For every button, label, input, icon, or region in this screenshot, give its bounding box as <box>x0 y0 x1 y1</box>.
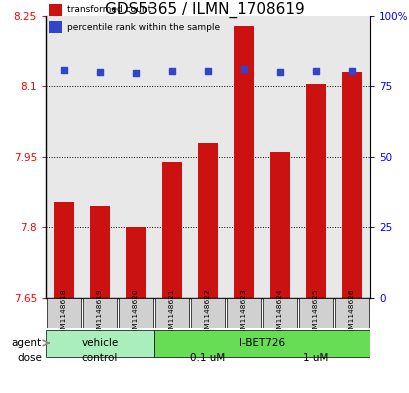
Text: GSM1148621: GSM1148621 <box>169 288 175 338</box>
Text: I-BET726: I-BET726 <box>238 338 284 348</box>
Text: vehicle: vehicle <box>81 338 118 348</box>
Point <box>276 69 283 75</box>
Bar <box>90 206 110 298</box>
Point <box>133 70 139 77</box>
Text: GSM1148624: GSM1148624 <box>276 288 282 338</box>
Text: 0.1 uM: 0.1 uM <box>190 353 225 363</box>
Bar <box>126 228 146 298</box>
Point <box>240 66 247 72</box>
Text: GSM1148622: GSM1148622 <box>204 288 211 338</box>
Bar <box>154 298 189 328</box>
Point <box>348 68 355 74</box>
Text: GSM1148623: GSM1148623 <box>240 288 246 338</box>
Text: agent: agent <box>12 338 42 348</box>
Point <box>312 67 319 73</box>
Bar <box>47 298 81 328</box>
Text: 1 uM: 1 uM <box>303 353 328 363</box>
Text: GSM1148625: GSM1148625 <box>312 288 318 338</box>
Point <box>169 68 175 74</box>
Text: GSM1148620: GSM1148620 <box>133 288 139 338</box>
Bar <box>341 72 361 298</box>
Point <box>97 69 103 75</box>
Bar <box>49 4 62 16</box>
Bar <box>198 143 217 298</box>
Bar <box>334 298 369 328</box>
Point <box>204 68 211 75</box>
Bar <box>234 26 253 298</box>
Bar <box>46 329 154 356</box>
Bar <box>54 202 74 298</box>
Bar <box>270 152 289 298</box>
Text: GDS5365 / ILMN_1708619: GDS5365 / ILMN_1708619 <box>105 2 304 18</box>
Point <box>61 67 67 73</box>
Bar <box>119 298 153 328</box>
Bar <box>83 298 117 328</box>
Text: GSM1148626: GSM1148626 <box>348 288 354 338</box>
Bar <box>49 21 62 33</box>
Bar <box>226 298 261 328</box>
Text: dose: dose <box>17 353 42 363</box>
Bar <box>262 298 297 328</box>
Text: control: control <box>82 353 118 363</box>
Text: transformed count: transformed count <box>67 5 151 14</box>
Text: percentile rank within the sample: percentile rank within the sample <box>67 23 220 32</box>
Bar <box>298 298 333 328</box>
Text: GSM1148619: GSM1148619 <box>97 288 103 338</box>
Bar <box>162 162 182 298</box>
Bar <box>154 329 369 356</box>
Bar <box>190 298 225 328</box>
Text: GSM1148618: GSM1148618 <box>61 288 67 338</box>
Bar <box>306 84 325 298</box>
